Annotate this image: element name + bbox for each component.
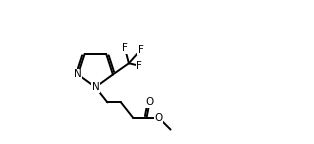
Text: F: F [122, 43, 128, 53]
Text: F: F [136, 61, 142, 71]
Text: O: O [145, 97, 154, 107]
Text: F: F [138, 45, 144, 55]
Text: N: N [91, 82, 99, 92]
Text: N: N [74, 70, 82, 79]
Text: O: O [154, 113, 163, 123]
